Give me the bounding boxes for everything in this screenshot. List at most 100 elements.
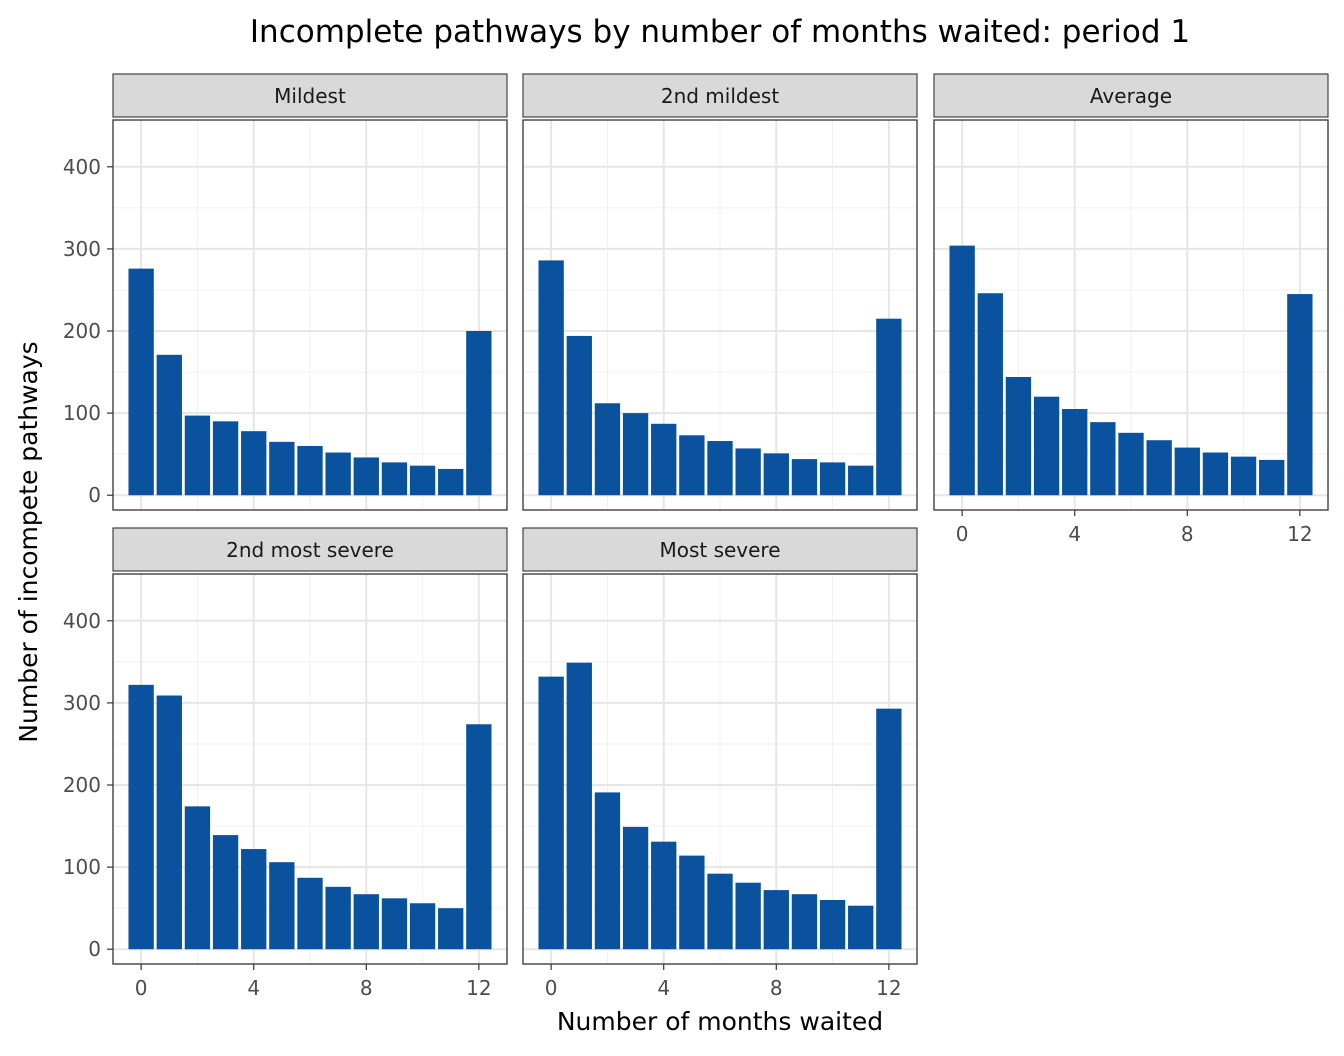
bar: Average — 3: 120 [1033, 396, 1060, 496]
facet-strip [112, 73, 508, 118]
panels: MildestMildest — 0: 276Mildest — 1: 171M… [63, 73, 1329, 1000]
bar: Average — 10: 47 [1230, 456, 1257, 496]
facet-label: 2nd mildest [661, 84, 779, 108]
bar: 2nd mildest — 7: 57 [735, 448, 761, 496]
bar: Average — 12: 245 [1287, 294, 1313, 496]
facet-panel: Most severeMost severe — 0: 332Most seve… [522, 527, 918, 1000]
x-tick-label: 0 [135, 976, 148, 1000]
x-tick-label: 4 [1068, 522, 1081, 546]
y-tick-label: 200 [63, 319, 101, 343]
bar: 2nd mildest — 12: 215 [876, 318, 902, 496]
bar: 2nd most severe — 5: 106 [269, 862, 295, 950]
bar: Mildest — 7: 52 [325, 452, 351, 496]
bar: Average — 7: 67 [1146, 440, 1172, 496]
panel-border [522, 119, 918, 511]
bar: 2nd mildest — 3: 100 [622, 413, 649, 496]
bar: Most severe — 11: 53 [848, 905, 874, 950]
bar: Most severe — 4: 131 [651, 841, 677, 950]
bar: Mildest — 6: 60 [297, 445, 323, 496]
bar: Mildest — 8: 46 [353, 457, 379, 496]
panel-border [112, 573, 508, 965]
bar: 2nd most severe — 6: 87 [297, 877, 323, 950]
x-axis-title: Number of months waited [557, 1007, 883, 1036]
bar: 2nd mildest — 2: 112 [594, 403, 621, 496]
bar: Average — 11: 43 [1259, 459, 1285, 496]
panel-border [933, 119, 1329, 511]
y-tick-label: 400 [63, 609, 101, 633]
y-tick-label: 300 [63, 237, 101, 261]
bar: Most severe — 8: 72 [763, 890, 789, 950]
bar: 2nd most severe — 2: 174 [184, 806, 211, 950]
bar: 2nd most severe — 0: 322 [128, 684, 154, 950]
bar: 2nd most severe — 8: 67 [353, 894, 379, 950]
y-axis-title: Number of incompete pathways [14, 341, 43, 742]
bar: 2nd mildest — 1: 194 [566, 335, 592, 496]
bar: 2nd mildest — 8: 51 [763, 453, 789, 496]
bar: Mildest — 9: 40 [381, 462, 408, 496]
bar: Most severe — 1: 349 [566, 662, 592, 950]
bar: Most severe — 10: 60 [819, 899, 846, 950]
bar: Most severe — 7: 81 [735, 882, 761, 950]
facet-panel: MildestMildest — 0: 276Mildest — 1: 171M… [63, 73, 508, 511]
bar: Mildest — 12: 200 [466, 331, 492, 496]
bar: 2nd most severe — 7: 76 [325, 886, 351, 950]
facet-strip [933, 73, 1329, 118]
bar: 2nd mildest — 9: 44 [791, 459, 818, 496]
bar: Mildest — 10: 36 [409, 465, 436, 496]
bar: 2nd mildest — 5: 73 [679, 435, 705, 496]
bar: 2nd most severe — 3: 139 [212, 835, 239, 950]
bar: Most severe — 3: 149 [622, 826, 649, 950]
bar: Most severe — 0: 332 [538, 676, 564, 950]
bar: Mildest — 4: 78 [241, 431, 267, 496]
bar: Average — 4: 105 [1062, 409, 1088, 496]
y-tick-label: 300 [63, 691, 101, 715]
bar: Most severe — 12: 293 [876, 708, 902, 950]
x-tick-label: 4 [247, 976, 260, 1000]
bar: 2nd mildest — 0: 286 [538, 260, 564, 496]
bar: Mildest — 3: 90 [212, 421, 239, 496]
bar: 2nd most severe — 12: 274 [466, 724, 492, 950]
bar: Average — 8: 58 [1174, 447, 1200, 496]
x-tick-label: 0 [956, 522, 969, 546]
x-tick-label: 12 [466, 976, 491, 1000]
x-tick-label: 8 [770, 976, 783, 1000]
y-tick-label: 0 [88, 937, 101, 961]
bar: Average — 1: 246 [977, 293, 1003, 496]
bar: 2nd mildest — 10: 40 [819, 462, 846, 496]
bar: 2nd most severe — 9: 62 [381, 898, 408, 950]
bar: Mildest — 1: 171 [156, 354, 182, 496]
y-tick-label: 0 [88, 483, 101, 507]
facet-label: Most severe [659, 538, 780, 562]
bar: Mildest — 11: 32 [438, 468, 464, 496]
facet-strip [112, 527, 508, 572]
x-tick-label: 0 [545, 976, 558, 1000]
x-tick-label: 8 [1181, 522, 1194, 546]
bar: Most severe — 2: 191 [594, 792, 621, 950]
bar: 2nd most severe — 4: 122 [241, 849, 267, 950]
bar: Mildest — 0: 276 [128, 268, 154, 496]
bar: Most severe — 6: 92 [707, 873, 733, 950]
bar: 2nd mildest — 4: 87 [651, 423, 677, 496]
facet-strip [522, 527, 918, 572]
bar: Average — 2: 144 [1005, 376, 1032, 496]
facet-label: Average [1090, 84, 1172, 108]
y-tick-label: 100 [63, 855, 101, 879]
y-tick-label: 100 [63, 401, 101, 425]
x-tick-label: 12 [1287, 522, 1312, 546]
bar: 2nd most severe — 1: 309 [156, 695, 182, 950]
bar: Average — 9: 52 [1202, 452, 1229, 496]
x-tick-label: 12 [876, 976, 901, 1000]
bar: Mildest — 5: 65 [269, 441, 295, 496]
chart-title: Incomplete pathways by number of months … [250, 14, 1190, 50]
bar: Mildest — 2: 97 [184, 415, 211, 496]
facet-panel: 2nd mildest2nd mildest — 0: 2862nd milde… [522, 73, 918, 511]
bar: 2nd mildest — 11: 36 [848, 465, 874, 496]
facet-label: Mildest [274, 84, 346, 108]
panel-border [112, 119, 508, 511]
bar: Average — 6: 76 [1118, 432, 1144, 496]
x-tick-label: 8 [360, 976, 373, 1000]
x-tick-label: 4 [657, 976, 670, 1000]
facet-panel: AverageAverage — 0: 304Average — 1: 246A… [933, 73, 1329, 546]
bar: 2nd most severe — 11: 50 [438, 908, 464, 950]
y-tick-label: 400 [63, 155, 101, 179]
